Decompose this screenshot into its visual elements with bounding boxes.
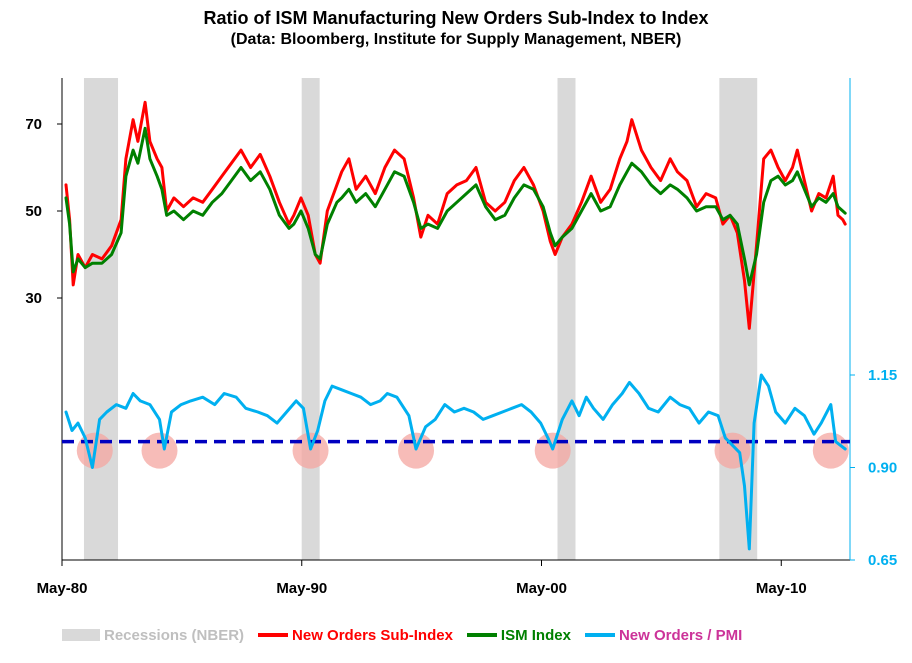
chart-title: Ratio of ISM Manufacturing New Orders Su… (203, 8, 709, 28)
series-lines (64, 100, 847, 551)
left-tick-label-3: 70 (25, 116, 42, 133)
recession-band-2 (301, 78, 320, 560)
trough-marker-3 (292, 432, 329, 469)
tick-labels: May-80 May-90 May-00 May-10 30 50 70 0.65 0.90 1.… (25, 116, 897, 597)
trough-marker-6 (714, 432, 751, 469)
trough-marker-2 (141, 432, 178, 469)
right-tick-label-2: 0.90 (868, 460, 897, 477)
legend-swatch-ratio (584, 633, 615, 637)
trough-markers (76, 432, 849, 469)
x-tick-label-4: May-10 (756, 580, 807, 597)
chart-subtitle: (Data: Bloomberg, Institute for Supply M… (230, 31, 682, 48)
series-line-new-orders-sub-index (64, 100, 847, 330)
trough-marker-7 (812, 432, 849, 469)
legend-item-new-orders: New Orders Sub-Index (258, 627, 453, 644)
x-tick-label-3: May-00 (516, 580, 567, 597)
legend-item-ratio: New Orders / PMI (584, 626, 743, 644)
recession-bands (83, 78, 758, 560)
left-tick-label-1: 30 (25, 290, 42, 307)
legend: Recessions (NBER) New Orders Sub-Index I… (62, 625, 756, 645)
right-tick-label-3: 1.15 (868, 367, 897, 384)
axes (57, 78, 855, 566)
recession-band-3 (557, 78, 576, 560)
legend-label-recessions: Recessions (NBER) (104, 626, 245, 644)
legend-item-ism: ISM Index (466, 626, 571, 644)
recession-band-1 (83, 78, 119, 560)
trough-marker-5 (534, 432, 571, 469)
legend-label-ism: ISM Index (500, 626, 571, 644)
x-tick-label-1: May-80 (37, 580, 88, 597)
legend-item-recessions: Recessions (NBER) (62, 627, 244, 644)
trough-marker-4 (398, 432, 435, 469)
right-tick-label-1: 0.65 (868, 552, 897, 569)
legend-swatch-recessions (62, 629, 100, 641)
legend-label-ratio: New Orders / PMI (618, 626, 743, 644)
left-tick-label-2: 50 (25, 203, 42, 220)
series-line-new-orders-pmi (64, 373, 847, 551)
legend-label-new-orders: New Orders Sub-Index (292, 626, 453, 644)
x-tick-label-2: May-90 (276, 580, 327, 597)
legend-swatch-new-orders (258, 633, 289, 637)
series-line-ism-index (64, 126, 847, 287)
legend-swatch-ism (466, 633, 497, 637)
